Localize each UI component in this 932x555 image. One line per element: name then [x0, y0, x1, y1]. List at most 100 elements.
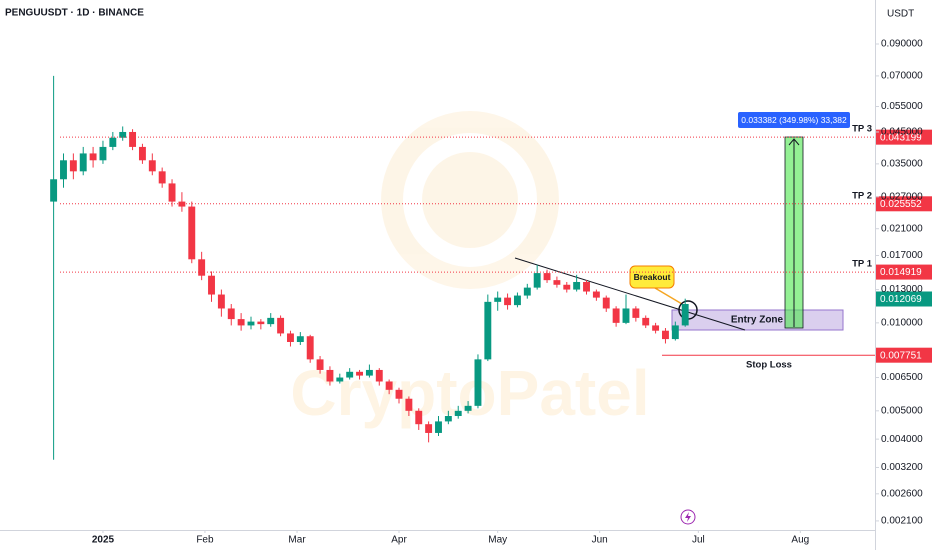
- candle-body: [247, 321, 255, 326]
- candle-body: [188, 206, 196, 260]
- candle-body: [573, 281, 581, 290]
- x-tick-label: Aug: [791, 535, 809, 546]
- price-label: 0.025552: [880, 199, 922, 210]
- candle-body: [563, 284, 571, 290]
- y-tick-label: 0.010000: [881, 317, 923, 328]
- candle-body: [50, 179, 58, 202]
- level-name: TP 1: [852, 259, 873, 270]
- chart-title: PENGUUSDT · 1D · BINANCE: [5, 8, 144, 19]
- y-tick-label: 0.027000: [881, 191, 923, 202]
- candle-body: [642, 317, 650, 326]
- candle-body: [227, 308, 235, 320]
- candle-body: [513, 295, 521, 306]
- candle-body: [208, 275, 215, 295]
- y-tick-label: 0.005000: [881, 405, 923, 416]
- candle-body: [553, 280, 561, 285]
- candle-body: [356, 371, 363, 376]
- candle-body: [484, 301, 492, 360]
- y-tick-label: 0.035000: [881, 159, 923, 170]
- candle-body: [365, 369, 373, 376]
- level-name: TP 2: [852, 190, 872, 201]
- candle-body: [602, 297, 610, 309]
- candle-body: [504, 297, 512, 306]
- candle-body: [385, 381, 393, 390]
- y-tick-label: 0.003200: [881, 462, 923, 473]
- candle-body: [474, 359, 482, 406]
- candle-body: [277, 317, 285, 334]
- candle-body: [158, 171, 166, 184]
- candle-body: [671, 325, 679, 340]
- overlay: 0.043199 TP 3 0.025552 TP 2 0.014919 TP 1 0.00…: [60, 124, 932, 371]
- candle-body: [257, 321, 265, 325]
- level-name: TP 3: [852, 124, 872, 135]
- candle-body: [296, 336, 304, 342]
- candle-body: [99, 146, 107, 161]
- y-tick-label: 0.013000: [881, 284, 923, 295]
- candle-body: [168, 183, 176, 202]
- entry-zone-label: Entry Zone: [731, 315, 784, 326]
- candle-body: [60, 160, 67, 180]
- price-label-box: [876, 129, 932, 145]
- candle-body: [375, 369, 383, 382]
- candle-body: [395, 389, 403, 399]
- candle-body: [119, 131, 127, 138]
- y-tick-label: 0.017000: [881, 250, 923, 261]
- measure-box: [738, 112, 850, 128]
- candle-body: [198, 259, 206, 276]
- candle-body: [583, 281, 590, 292]
- candle-body: [592, 291, 600, 298]
- y-tick-label: 0.070000: [881, 71, 923, 82]
- y-tick-label: 0.002100: [881, 516, 923, 527]
- measure-arrowhead: [788, 138, 800, 146]
- candle-body: [287, 333, 294, 342]
- watermark: CryptoPatel: [290, 357, 649, 429]
- candle-body: [444, 416, 452, 422]
- candle-body: [405, 398, 413, 411]
- candle-body: [662, 330, 669, 340]
- candle-body: [109, 137, 117, 147]
- y-tick-label: 0.006500: [881, 372, 923, 383]
- y-tick-label: 0.021000: [881, 223, 923, 234]
- x-tick-label: Mar: [288, 535, 306, 546]
- candle-body: [464, 405, 472, 411]
- candle-body: [632, 308, 640, 318]
- y-tick-label: 0.004000: [881, 434, 923, 445]
- candle-body: [69, 160, 77, 172]
- candle-body: [652, 325, 660, 331]
- x-tick-label: May: [488, 535, 507, 546]
- candle-body: [415, 410, 423, 425]
- x-tick-label: Apr: [391, 535, 407, 546]
- x-tick-label: 2025: [92, 535, 115, 546]
- price-label: 0.043199: [880, 132, 922, 143]
- candle-body: [533, 273, 541, 288]
- candle-body: [89, 153, 97, 161]
- price-label: 0.014919: [880, 267, 922, 278]
- last-price-box: [876, 291, 932, 307]
- candle-body: [79, 153, 87, 172]
- price-label: 0.007751: [880, 350, 922, 361]
- y-tick-label: 0.002600: [881, 488, 923, 499]
- candle-body: [425, 424, 433, 433]
- watermark-logo: [381, 111, 559, 289]
- candle-body: [435, 421, 442, 433]
- candle-body: [612, 308, 620, 323]
- candle-body: [494, 297, 502, 302]
- candle-body: [148, 160, 156, 172]
- y-axis-label: USDT: [887, 9, 914, 20]
- measure-label: 0.033382 (349.98%) 33,382: [741, 115, 847, 125]
- price-label-box: [876, 196, 932, 212]
- breakout-callout: [629, 265, 675, 289]
- candle-body: [237, 319, 245, 326]
- level-name: Stop Loss: [746, 360, 792, 371]
- candle-body: [523, 287, 531, 296]
- y-tick-label: 0.055000: [881, 101, 923, 112]
- x-tick-label: Jul: [692, 535, 705, 546]
- price-label-box: [876, 347, 932, 363]
- y-tick-label: 0.045000: [881, 127, 923, 138]
- trendline: [514, 257, 746, 331]
- x-tick-label: Feb: [196, 535, 214, 546]
- candle-body: [178, 201, 186, 207]
- candle-body: [316, 359, 324, 370]
